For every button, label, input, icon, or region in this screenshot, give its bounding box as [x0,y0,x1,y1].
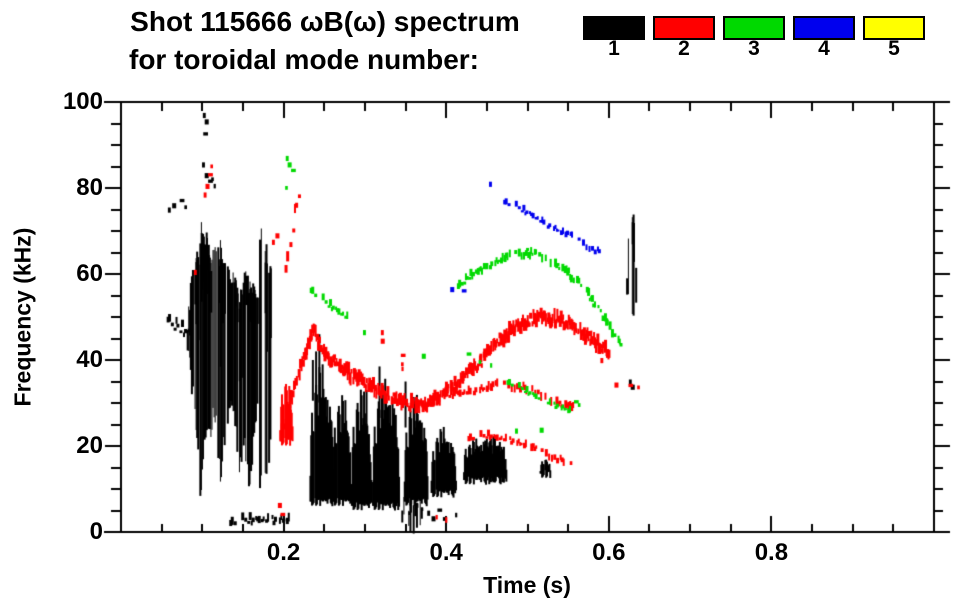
y-tick-label: 40 [76,346,103,373]
x-tick-label: 0.4 [429,539,463,566]
y-tick-label: 20 [76,432,103,459]
x-tick-label: 0.8 [754,539,789,566]
x-axis-label: Time (s) [483,572,571,598]
y-tick-label: 80 [76,174,103,201]
y-tick-label: 60 [76,260,103,287]
y-tick-label: 0 [89,518,103,545]
x-tick-label: 0.2 [266,539,301,566]
x-tick-label: 0.6 [592,539,626,566]
y-tick-label: 100 [62,88,103,115]
y-axis-label: Frequency (kHz) [9,227,36,407]
